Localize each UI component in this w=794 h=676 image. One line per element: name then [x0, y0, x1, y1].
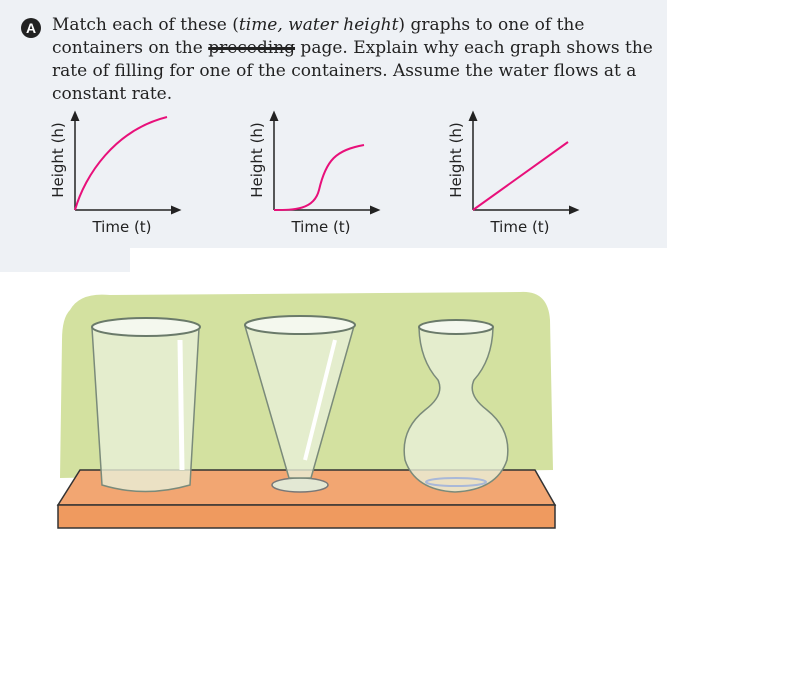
exercise-panel — [0, 0, 667, 248]
y-axis-label: Height (h) — [49, 122, 67, 198]
highlight — [177, 339, 185, 471]
instruction: Match each of these (time, water height)… — [52, 14, 664, 106]
graph-curve — [273, 144, 365, 211]
vase-bottom — [425, 477, 487, 487]
x-axis-label: Time (t) — [489, 218, 549, 236]
glass-rim — [91, 317, 201, 337]
highlight — [303, 339, 337, 461]
containers-illustration — [56, 291, 557, 529]
y-axis-label: Height (h) — [248, 122, 266, 198]
cylinder-glass — [91, 327, 200, 493]
instruction-strikethrough: preceding — [208, 38, 296, 58]
x-axis-label: Time (t) — [290, 218, 350, 236]
shelf-front — [57, 504, 556, 529]
vase — [403, 327, 509, 493]
graphs: Height (h) Time (t) Height (h) Time (t) Heig… — [49, 110, 580, 236]
cone-base — [271, 477, 329, 493]
instruction-text: ) graphs to one of the containers on the — [52, 15, 585, 58]
glass-rim — [418, 319, 494, 335]
x-axis-label: Time (t) — [91, 218, 151, 236]
instruction-text: Match each of these ( — [52, 15, 239, 35]
glass-rim — [244, 315, 356, 335]
exercise-label: A — [21, 18, 41, 38]
instruction-text: page. Explain why each graph shows the r… — [52, 38, 653, 104]
instruction-italic: time, water height — [238, 15, 399, 35]
y-axis-label: Height (h) — [447, 122, 465, 198]
graph-curve — [472, 141, 569, 211]
exercise-panel-tab — [0, 248, 130, 272]
graph-curve — [74, 116, 168, 211]
